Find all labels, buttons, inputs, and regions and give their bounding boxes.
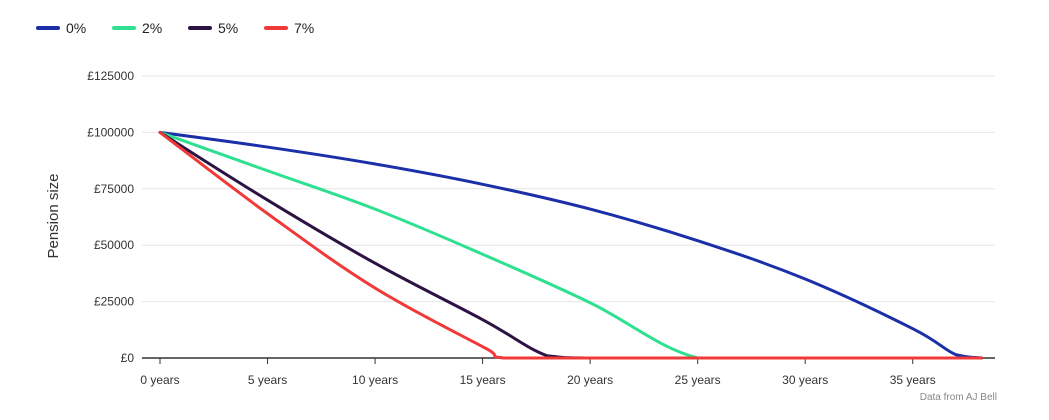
x-tick-label: 20 years	[567, 373, 613, 387]
x-tick-label: 35 years	[890, 373, 936, 387]
legend-label-2: 2%	[142, 20, 162, 36]
y-tick-label: £100000	[87, 125, 134, 139]
y-tick-label: £125000	[87, 69, 134, 83]
y-tick-label: £0	[121, 351, 135, 365]
legend-label-4: 7%	[294, 20, 314, 36]
x-tick-label: 5 years	[248, 373, 287, 387]
series-line-1	[158, 130, 984, 360]
x-tick-label: 0 years	[140, 373, 179, 387]
x-tick-label: 10 years	[352, 373, 398, 387]
y-tick-label: £75000	[94, 182, 134, 196]
grid-lines	[142, 75, 995, 303]
series-lines	[158, 130, 984, 360]
x-tick-label: 30 years	[782, 373, 828, 387]
y-tick-label: £25000	[94, 295, 134, 309]
x-tick-label: 25 years	[675, 373, 721, 387]
series-line-4	[158, 130, 984, 360]
legend-label-3: 5%	[218, 20, 238, 36]
legend: 0% 2% 5% 7%	[36, 20, 314, 36]
legend-label-1: 0%	[66, 20, 86, 36]
y-tick-label: £50000	[94, 238, 134, 252]
source-note: Data from AJ Bell	[920, 392, 997, 403]
axes: £0 £25000 £50000 £75000 £100000 £125000 0 year…	[87, 69, 995, 387]
y-axis-title: Pension size	[45, 173, 62, 258]
x-tick-label: 15 years	[460, 373, 506, 387]
